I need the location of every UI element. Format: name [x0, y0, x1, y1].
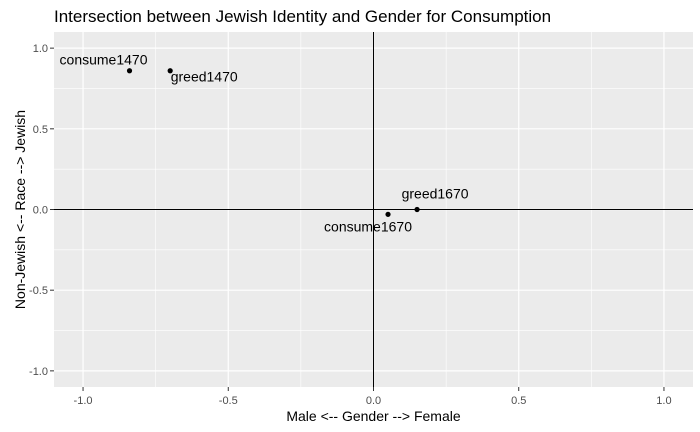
axis-ticks: -1.0 -0.5 0.0 0.5 1.0 -1.0 -0.5 0.0 0.5 1.0 [29, 43, 672, 407]
y-tick-label: 0.5 [33, 124, 48, 136]
y-tick-label: 0.0 [33, 205, 48, 217]
x-tick-label: 0.0 [366, 395, 381, 407]
point-label: greed1470 [171, 69, 238, 85]
chart-title: Intersection between Jewish Identity and… [54, 7, 551, 26]
data-point [414, 206, 420, 213]
x-tick-label: 0.5 [511, 395, 526, 407]
data-point [385, 211, 391, 217]
x-tick-label: -1.0 [74, 395, 93, 407]
data-point [126, 68, 133, 74]
reference-lines [54, 32, 693, 387]
point-label: consume1470 [60, 52, 148, 68]
x-axis-title: Male <-- Gender --> Female [286, 408, 460, 424]
point-label: greed1670 [402, 186, 469, 202]
x-tick-label: -0.5 [219, 395, 238, 407]
data-points: consume1470 greed1470 greed1670 consume1670 [60, 52, 469, 235]
point-label: consume1670 [324, 218, 412, 234]
y-axis-title: Non-Jewish <-- Race --> Jewish [12, 110, 28, 309]
x-tick-label: 1.0 [656, 395, 671, 407]
y-tick-label: 1.0 [33, 43, 48, 55]
data-point [167, 68, 173, 74]
y-tick-label: -1.0 [29, 366, 48, 378]
y-tick-label: -0.5 [29, 285, 48, 297]
